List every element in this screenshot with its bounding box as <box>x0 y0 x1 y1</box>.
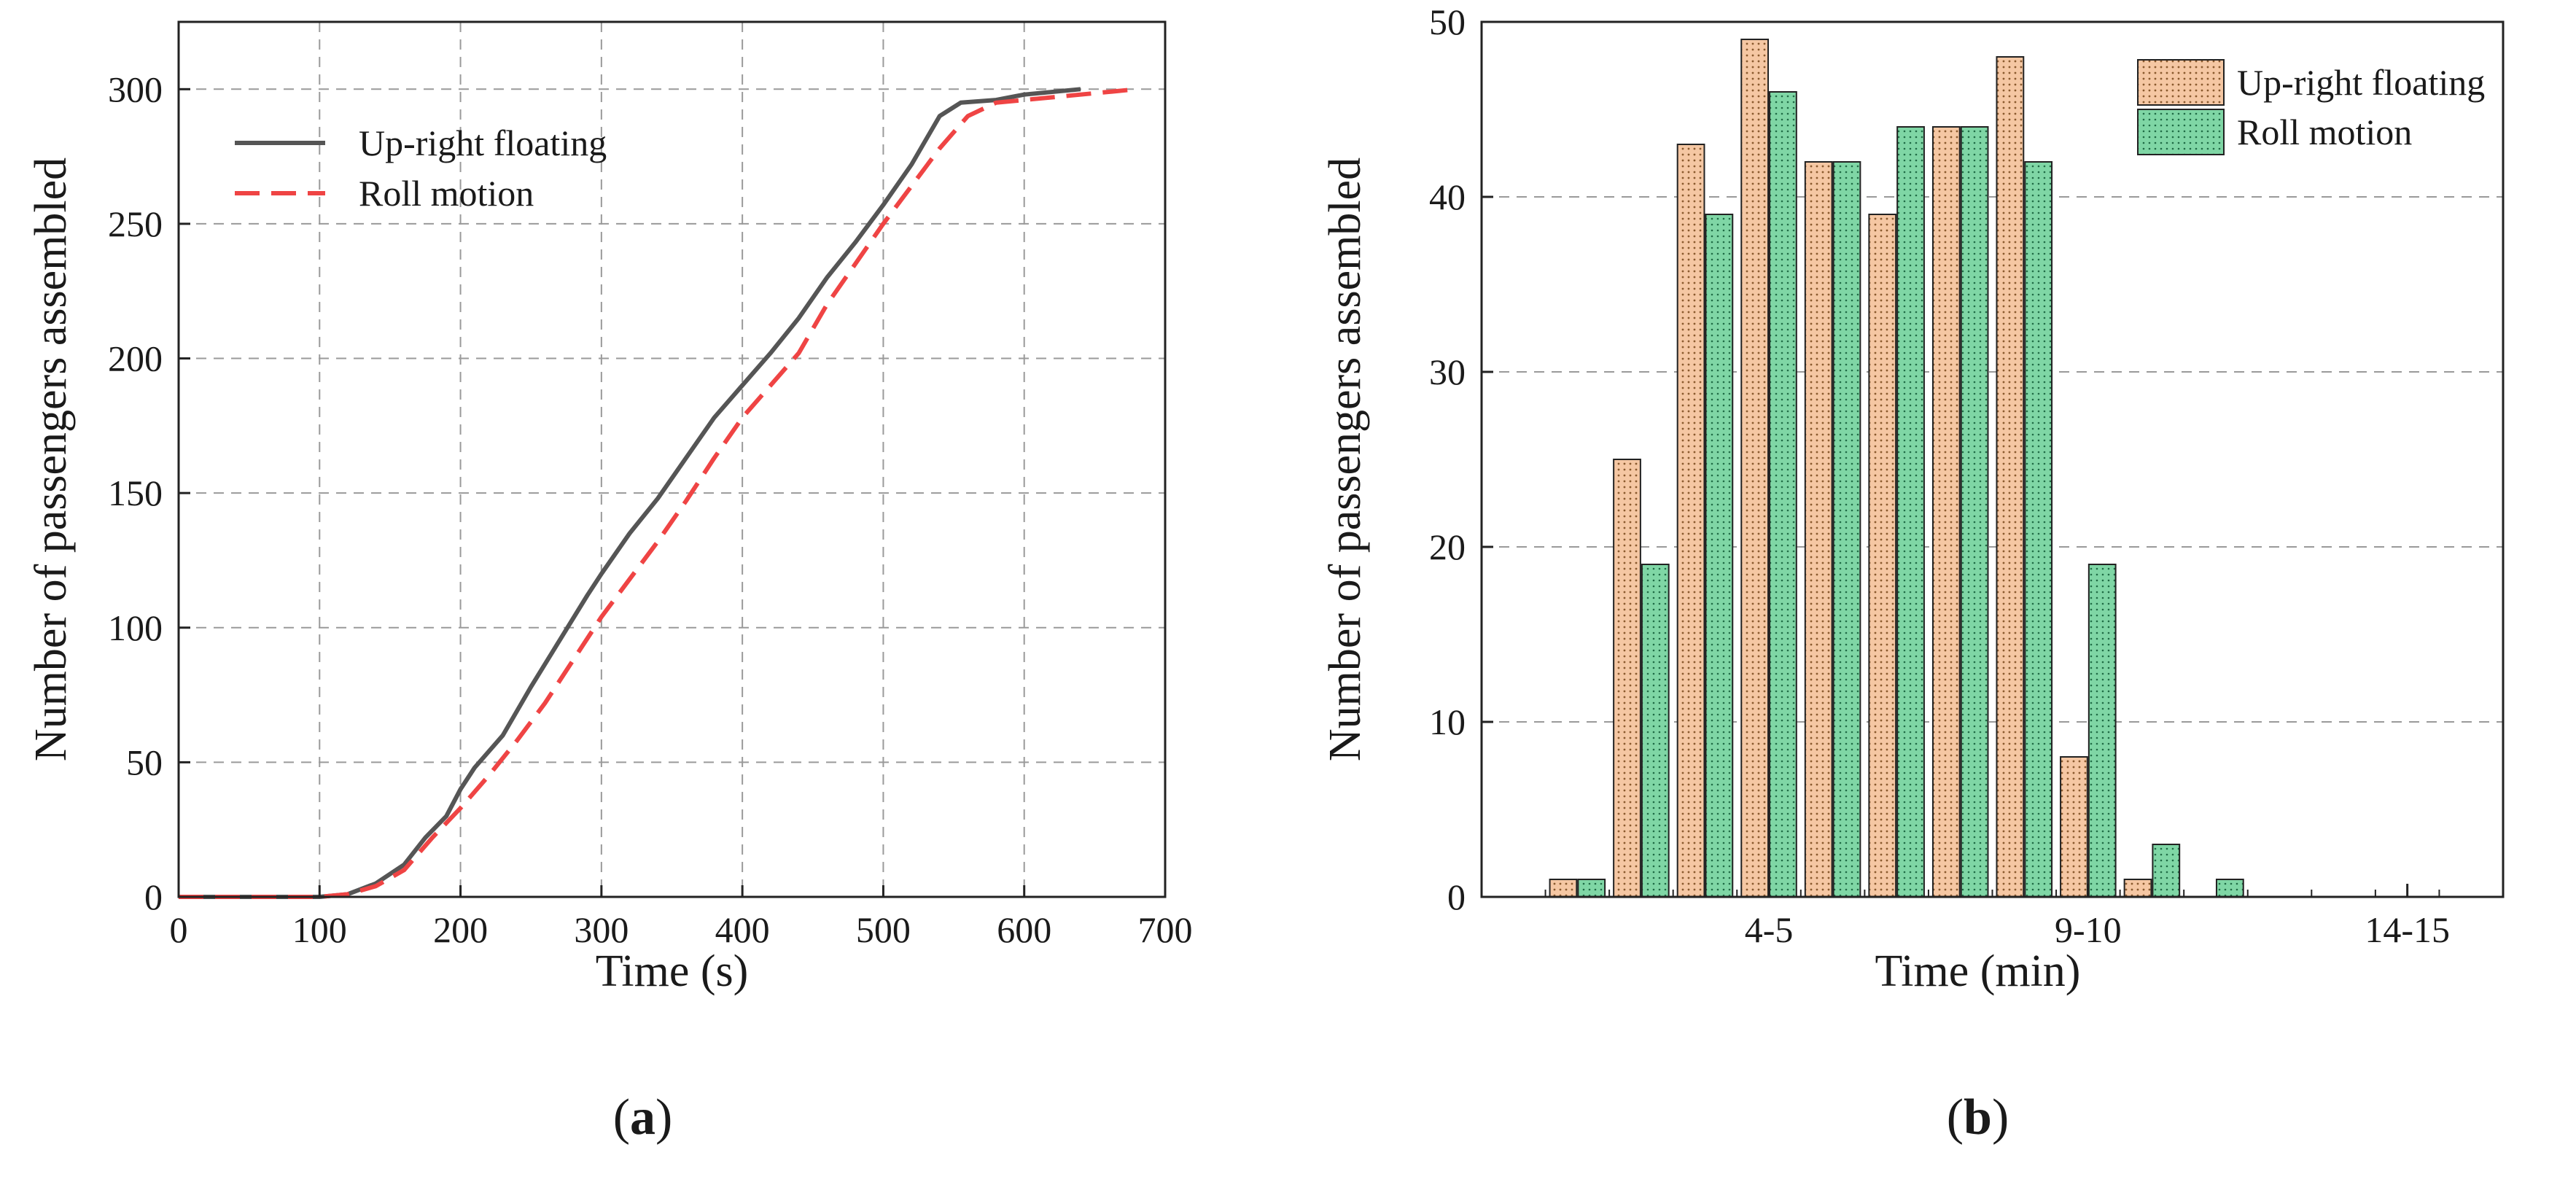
panel-label-b: (b) <box>1947 1089 2009 1146</box>
bar-roll-motion <box>1641 564 1670 898</box>
bar-roll-motion <box>1577 879 1606 898</box>
x-tick-label: 0 <box>170 909 188 950</box>
series-lines-a <box>179 87 1137 899</box>
bar-up-right-floating <box>1676 144 1705 898</box>
x-tick-label: 14-15 <box>2365 909 2450 950</box>
y-tick-label: 20 <box>1429 526 1466 567</box>
y-tick-label: 40 <box>1429 176 1466 217</box>
x-tick-label: 700 <box>1138 909 1193 950</box>
bar-up-right-floating <box>1868 214 1897 898</box>
y-tick-label: 100 <box>108 607 163 648</box>
x-tick-label: 500 <box>856 909 911 950</box>
panel-label-a: (a) <box>613 1089 673 1146</box>
y-tick-label: 300 <box>108 69 163 109</box>
y-axis-label-b: Number of passengers assembled <box>1320 158 1370 761</box>
bar-up-right-floating <box>1549 879 1578 898</box>
bar-up-right-floating <box>1931 126 1961 898</box>
plot-frame-a <box>177 20 1167 898</box>
y-tick-label: 200 <box>108 338 163 379</box>
axis-ticks-a: 0 100 200 300 400 500 600 700 0 50 100 150 200 250 300 <box>108 69 1193 950</box>
x-tick-label: 300 <box>574 909 629 950</box>
legend-a: Up-right floating Roll motion <box>235 123 607 214</box>
x-tick-label: 4-5 <box>1745 909 1794 950</box>
legend-label-up-right-floating-b: Up-right floating <box>2237 62 2485 103</box>
bar-roll-motion <box>1960 126 1989 898</box>
bar-up-right-floating <box>2123 879 2152 898</box>
bar-up-right-floating <box>1740 39 1770 898</box>
series-line-up-right-floating <box>179 87 1081 899</box>
bar-roll-motion <box>2152 844 2181 898</box>
legend-label-roll-motion-b: Roll motion <box>2237 112 2412 152</box>
bar-roll-motion <box>1705 214 1734 898</box>
panel-letter-b: b <box>1964 1089 1992 1146</box>
bar-up-right-floating <box>1804 161 1833 898</box>
grid-lines-b <box>1482 196 2503 723</box>
legend-swatch-roll-motion-b <box>2137 109 2225 155</box>
line-chart-panel-a: 0 100 200 300 400 500 600 700 0 50 100 150 200 250 300… <box>26 20 1193 1146</box>
legend-b: Up-right floating Roll motion <box>2137 59 2485 155</box>
x-tick-label: 400 <box>715 909 770 950</box>
y-tick-label: 0 <box>1447 876 1466 917</box>
bar-roll-motion <box>2215 879 2244 898</box>
panel-letter-a: a <box>630 1089 655 1146</box>
y-axis-label-a: Number of passengers assembled <box>26 158 76 761</box>
grid-lines-a <box>179 22 1165 897</box>
x-tick-label: 600 <box>997 909 1051 950</box>
legend-swatch-up-right-floating-b <box>2137 59 2225 106</box>
legend-label-roll-motion-a: Roll motion <box>359 173 534 214</box>
bar-roll-motion <box>2087 564 2117 898</box>
legend-label-up-right-floating-a: Up-right floating <box>359 123 607 163</box>
bar-roll-motion <box>1769 91 1797 898</box>
x-axis-label-a: Time (s) <box>596 946 749 996</box>
x-tick-label: 200 <box>433 909 488 950</box>
x-tick-label: 100 <box>292 909 347 950</box>
bars-b <box>1549 39 2244 898</box>
x-axis-label-b: Time (min) <box>1875 946 2081 996</box>
bar-up-right-floating <box>1613 459 1641 898</box>
bar-chart-panel-b: 0 10 20 30 40 50 4-5 9-10 14-15 Time (min) Numbe… <box>1320 1 2505 1146</box>
series-line-roll-motion <box>179 87 1137 899</box>
bar-up-right-floating <box>1996 56 2025 898</box>
bar-roll-motion <box>1832 161 1861 898</box>
y-tick-label: 10 <box>1429 701 1466 742</box>
bar-roll-motion <box>1896 126 1925 898</box>
y-tick-label: 250 <box>108 203 163 244</box>
y-tick-label: 50 <box>1429 1 1466 42</box>
y-tick-label: 50 <box>126 742 163 782</box>
axis-ticks-b: 0 10 20 30 40 50 4-5 9-10 14-15 <box>1429 1 2450 950</box>
y-tick-label: 150 <box>108 473 163 513</box>
y-tick-label: 30 <box>1429 351 1466 392</box>
y-tick-label: 0 <box>144 876 163 917</box>
x-tick-label: 9-10 <box>2055 909 2122 950</box>
bar-roll-motion <box>2024 161 2053 898</box>
bar-up-right-floating <box>2060 756 2088 898</box>
